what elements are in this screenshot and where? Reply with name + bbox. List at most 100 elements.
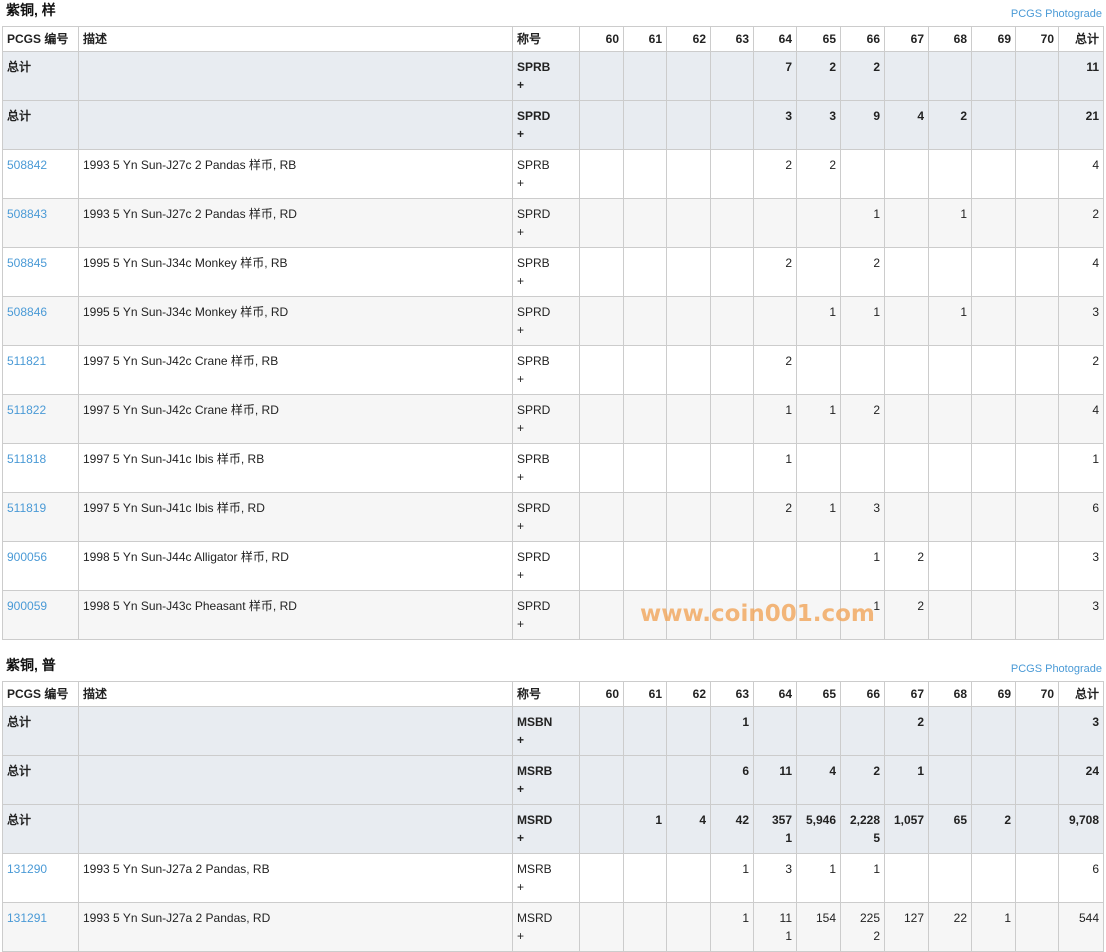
column-header[interactable]: 67 bbox=[884, 681, 929, 707]
column-header[interactable]: 64 bbox=[753, 26, 797, 52]
grade-count: 3 bbox=[753, 853, 797, 903]
column-header[interactable]: 70 bbox=[1015, 681, 1059, 707]
section-title: 紫铜, 普 bbox=[6, 657, 56, 673]
column-header[interactable]: 69 bbox=[971, 26, 1016, 52]
grade-count bbox=[971, 541, 1016, 591]
column-header[interactable]: 66 bbox=[840, 681, 885, 707]
column-header[interactable]: 称号 bbox=[512, 26, 580, 52]
column-header[interactable]: 称号 bbox=[512, 681, 580, 707]
column-header[interactable]: PCGS 编号 bbox=[2, 681, 79, 707]
pcgs-number-link[interactable]: 511821 bbox=[7, 354, 47, 368]
pcgs-number-link[interactable]: 508846 bbox=[7, 305, 48, 319]
pcgs-number-cell: 508843 bbox=[2, 198, 79, 248]
grade-count: 3 bbox=[796, 100, 841, 150]
column-header[interactable]: 61 bbox=[623, 681, 667, 707]
pcgs-photograde-link[interactable]: PCGS Photograde bbox=[1010, 8, 1102, 20]
grade-count bbox=[1015, 296, 1059, 346]
column-header[interactable]: 62 bbox=[666, 681, 711, 707]
description-cell: 1998 5 Yn Sun-J43c Pheasant 样币, RD bbox=[78, 590, 513, 640]
column-header[interactable]: 62 bbox=[666, 26, 711, 52]
grade-count bbox=[928, 706, 972, 756]
grade-count: 4 bbox=[884, 100, 929, 150]
total-row: 总计 SPRD + 3 3 9 4 2 21 bbox=[2, 100, 1104, 150]
grade-count: 1 bbox=[796, 853, 841, 903]
pcgs-number-link[interactable]: 508842 bbox=[7, 158, 48, 172]
grade-count: 225 2 bbox=[840, 902, 885, 952]
pcgs-photograde-link[interactable]: PCGS Photograde bbox=[1010, 663, 1102, 675]
grade-count: 1 bbox=[753, 394, 797, 444]
pcgs-number-link[interactable]: 511819 bbox=[7, 501, 47, 515]
grade-count bbox=[884, 296, 929, 346]
grade-count: 2 bbox=[753, 247, 797, 297]
grade-count: 65 bbox=[928, 804, 972, 854]
grade-count: 1 bbox=[884, 755, 929, 805]
grade-count: 1 bbox=[710, 706, 754, 756]
grade-count: 3 bbox=[753, 100, 797, 150]
grade-count bbox=[666, 198, 711, 248]
pcgs-number-link[interactable]: 508845 bbox=[7, 256, 48, 270]
table-row: 511819 1997 5 Yn Sun-J41c Ibis 样币, RD SPRD… bbox=[2, 492, 1104, 542]
grade-count bbox=[971, 198, 1016, 248]
column-header[interactable]: 总计 bbox=[1058, 26, 1104, 52]
column-header[interactable]: 63 bbox=[710, 26, 754, 52]
column-header[interactable]: 61 bbox=[623, 26, 667, 52]
column-header[interactable]: 描述 bbox=[78, 26, 513, 52]
column-header[interactable]: 总计 bbox=[1058, 681, 1104, 707]
column-header[interactable]: 65 bbox=[796, 681, 841, 707]
grade-count bbox=[623, 394, 667, 444]
column-header[interactable]: 63 bbox=[710, 681, 754, 707]
grade-count bbox=[710, 100, 754, 150]
grade-count bbox=[623, 706, 667, 756]
column-header[interactable]: 64 bbox=[753, 681, 797, 707]
total-count: 2 bbox=[1058, 345, 1104, 395]
grade-count: 1 bbox=[710, 853, 754, 903]
grade-count bbox=[884, 853, 929, 903]
grade-count bbox=[971, 492, 1016, 542]
grade-count: 4 bbox=[796, 755, 841, 805]
pcgs-number-link[interactable]: 508843 bbox=[7, 207, 48, 221]
grade-count bbox=[623, 902, 667, 952]
column-header[interactable]: PCGS 编号 bbox=[2, 26, 79, 52]
pcgs-number-link[interactable]: 131290 bbox=[7, 862, 48, 876]
grade-count bbox=[928, 443, 972, 493]
column-header[interactable]: 68 bbox=[928, 681, 972, 707]
grade-count bbox=[884, 492, 929, 542]
description-cell bbox=[78, 804, 513, 854]
column-header[interactable]: 描述 bbox=[78, 681, 513, 707]
total-count: 544 bbox=[1058, 902, 1104, 952]
grade-count bbox=[710, 198, 754, 248]
column-header[interactable]: 60 bbox=[579, 681, 624, 707]
column-header[interactable]: 68 bbox=[928, 26, 972, 52]
grade-count bbox=[579, 51, 624, 101]
pcgs-number-cell: 900056 bbox=[2, 541, 79, 591]
grade-count bbox=[971, 247, 1016, 297]
grade-count bbox=[623, 51, 667, 101]
pcgs-number-link[interactable]: 511818 bbox=[7, 452, 47, 466]
column-header[interactable]: 67 bbox=[884, 26, 929, 52]
grade-count bbox=[710, 51, 754, 101]
pcgs-number-link[interactable]: 900056 bbox=[7, 550, 48, 564]
grade-count bbox=[1015, 541, 1059, 591]
total-label: 总计 bbox=[2, 706, 79, 756]
column-header[interactable]: 69 bbox=[971, 681, 1016, 707]
table-row: 900059 1998 5 Yn Sun-J43c Pheasant 样币, RD… bbox=[2, 590, 1104, 640]
column-header[interactable]: 66 bbox=[840, 26, 885, 52]
grade-count bbox=[796, 198, 841, 248]
grade-count: 1 bbox=[623, 804, 667, 854]
grade-count bbox=[579, 198, 624, 248]
grade-count bbox=[840, 149, 885, 199]
grade-count bbox=[884, 198, 929, 248]
grade-count bbox=[666, 149, 711, 199]
pcgs-number-link[interactable]: 131291 bbox=[7, 911, 48, 925]
section: 紫铜, 样 PCGS Photograde PCGS 编号 描述 称号 60 61 62 63 6… bbox=[2, 0, 1106, 640]
designation-cell: SPRD + bbox=[512, 492, 580, 542]
column-header[interactable]: 70 bbox=[1015, 26, 1059, 52]
grade-count: 2,228 5 bbox=[840, 804, 885, 854]
pcgs-number-link[interactable]: 511822 bbox=[7, 403, 47, 417]
grade-count bbox=[1015, 443, 1059, 493]
column-header[interactable]: 60 bbox=[579, 26, 624, 52]
column-header[interactable]: 65 bbox=[796, 26, 841, 52]
grade-count bbox=[1015, 492, 1059, 542]
pcgs-number-link[interactable]: 900059 bbox=[7, 599, 48, 613]
